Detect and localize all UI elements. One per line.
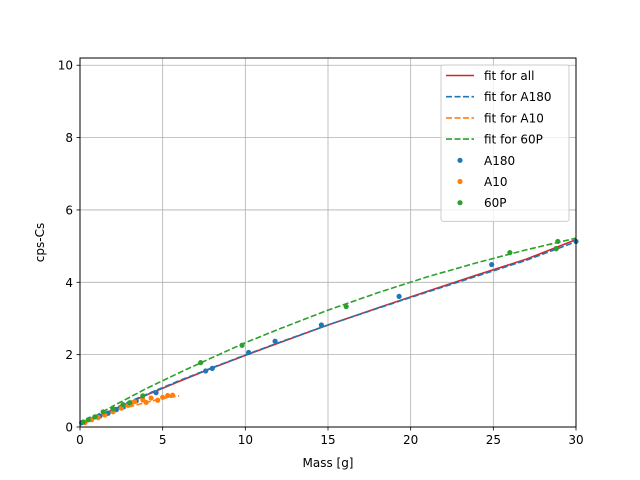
data-point-60p (127, 400, 133, 406)
data-point-a10 (143, 399, 149, 405)
legend-swatch (457, 157, 463, 163)
legend-label: A180 (484, 154, 515, 168)
data-point-a10 (160, 394, 166, 400)
data-point-60p (110, 406, 116, 412)
data-point-a10 (169, 392, 176, 398)
legend-box (440, 64, 570, 222)
legend-label: fit for A180 (484, 90, 552, 104)
data-point-60p (92, 414, 98, 420)
x-tick-label: 25 (486, 433, 501, 447)
x-tick-label: 20 (403, 433, 418, 447)
y-tick-label: 10 (58, 59, 73, 73)
series-60p (80, 238, 561, 425)
y-tick-label: 4 (65, 276, 73, 290)
data-point-60p (198, 360, 204, 366)
data-point-a10 (165, 392, 171, 399)
data-point-60p (120, 401, 126, 408)
data-point-60p (239, 342, 245, 348)
y-tick-label: 8 (65, 131, 73, 145)
data-point-60p (80, 419, 86, 425)
data-point-60p (343, 303, 349, 310)
legend-label: 60P (484, 196, 507, 210)
fit-line-fit-for-60p (79, 237, 577, 426)
y-tick-label: 2 (65, 348, 73, 362)
data-point-a180 (396, 293, 402, 300)
x-tick-label: 10 (238, 433, 253, 447)
data-point-a180 (489, 261, 495, 268)
data-point-a180 (209, 365, 215, 371)
y-tick-label: 0 (65, 421, 73, 435)
data-point-a180 (203, 368, 209, 374)
x-tick-label: 15 (320, 433, 335, 447)
x-tick-label: 30 (568, 433, 583, 447)
legend-swatch (457, 200, 463, 206)
data-point-a180 (153, 390, 159, 396)
data-point-a10 (148, 395, 154, 401)
data-point-60p (555, 238, 561, 245)
data-point-60p (100, 409, 106, 415)
data-point-60p (140, 393, 146, 399)
data-point-a10 (131, 399, 138, 405)
legend-label: fit for A10 (484, 111, 544, 125)
legend-label: fit for 60P (484, 133, 543, 147)
data-point-a10 (155, 397, 161, 403)
fit-line-fit-for-a180 (79, 241, 577, 426)
data-point-60p (553, 246, 559, 252)
legend-swatch (457, 178, 463, 185)
x-tick-label: 5 (159, 433, 167, 447)
legend-label: fit for all (484, 69, 534, 83)
x-axis-label: Mass [g] (302, 456, 353, 470)
data-point-a180 (272, 338, 278, 344)
data-points (79, 238, 579, 426)
y-tick-label: 6 (65, 203, 73, 217)
y-axis-label: cps-Cs (33, 223, 47, 262)
ticks: 0 5 10 15 20 25 30 0 2 4 6 8 10 (58, 59, 584, 447)
data-point-60p (507, 250, 513, 256)
legend-label: A10 (484, 175, 507, 189)
x-tick-label: 0 (76, 433, 84, 447)
legend: fit for all fit for A180 fit for A10 fit fo… (440, 64, 570, 222)
data-point-a180 (318, 322, 324, 328)
data-point-a180 (246, 349, 252, 356)
data-point-60p (85, 417, 91, 423)
